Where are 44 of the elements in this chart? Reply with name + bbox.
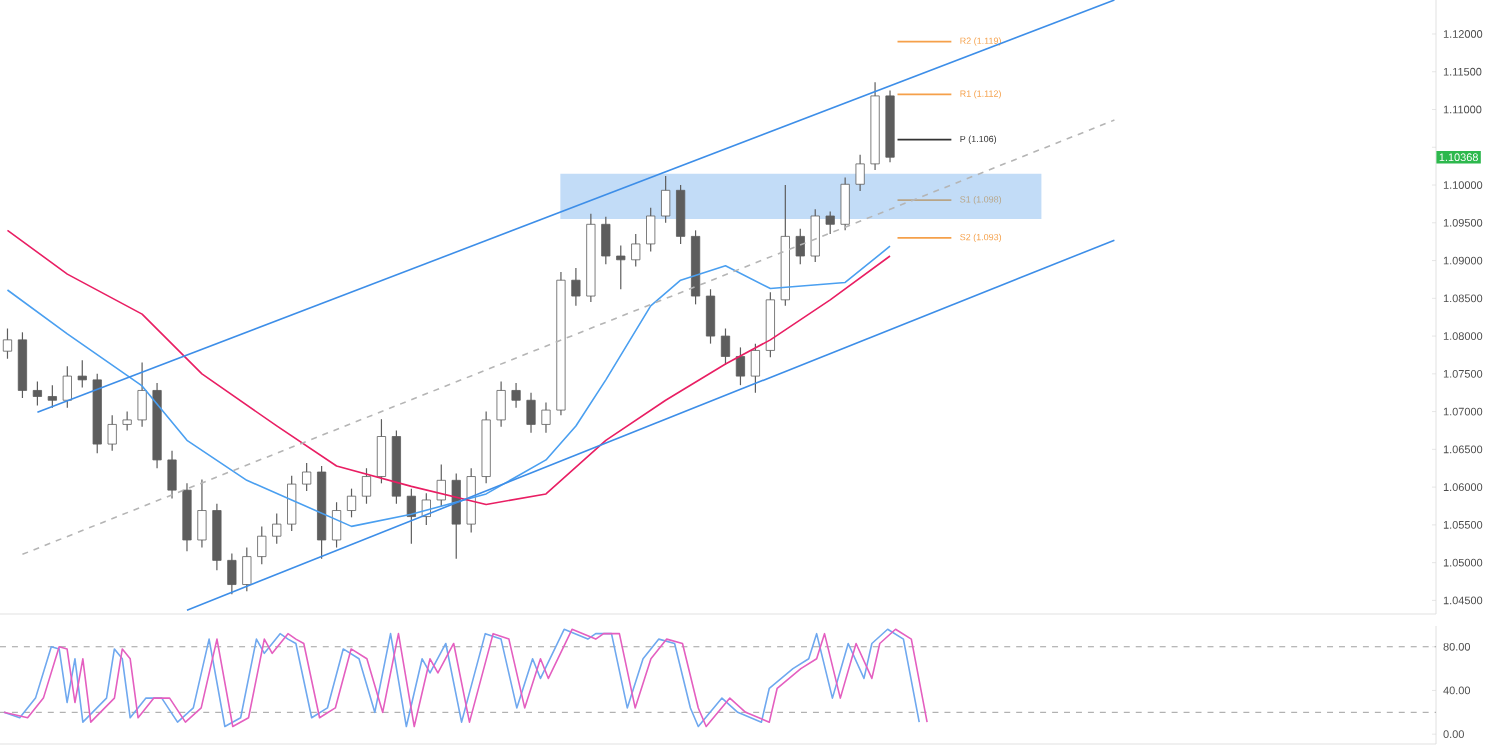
candlestick <box>466 467 476 534</box>
candlestick <box>571 267 581 307</box>
candlestick <box>227 552 237 595</box>
candlestick <box>257 525 267 565</box>
candlestick <box>750 343 760 394</box>
candlestick <box>541 401 551 434</box>
candlestick <box>855 154 865 192</box>
candlestick <box>107 414 117 452</box>
candlestick <box>32 380 42 407</box>
candlestick <box>376 418 387 484</box>
candlestick <box>810 208 820 263</box>
candlestick <box>346 488 357 518</box>
candlestick <box>122 410 132 432</box>
candlestick <box>436 463 446 507</box>
candlestick <box>496 380 506 428</box>
candlestick <box>451 472 461 560</box>
candlestick <box>2 327 13 360</box>
candlestick <box>167 450 177 500</box>
candlestick <box>795 228 805 265</box>
candlestick <box>825 210 835 235</box>
candlestick <box>77 359 87 389</box>
candlestick <box>661 175 671 224</box>
candlestick <box>197 478 207 549</box>
candlestick <box>705 288 716 345</box>
candlestick <box>272 512 282 545</box>
candlestick <box>137 361 147 428</box>
candlestick <box>302 462 312 492</box>
candlestick <box>616 244 626 290</box>
candlestick <box>720 327 731 366</box>
candlestick <box>511 382 521 409</box>
candlestick <box>601 216 611 265</box>
candlestick <box>526 392 536 434</box>
candlestick <box>242 546 252 592</box>
candlestick <box>840 176 850 231</box>
candlestick <box>62 365 72 409</box>
candlestick <box>47 384 57 409</box>
candlestick <box>361 467 372 505</box>
candlestick <box>676 184 686 245</box>
candlestick <box>287 475 297 532</box>
candlestick <box>646 207 656 253</box>
candlestick <box>631 233 641 268</box>
candlestick <box>331 501 342 549</box>
candlestick <box>735 346 746 386</box>
candlestick <box>406 488 416 545</box>
